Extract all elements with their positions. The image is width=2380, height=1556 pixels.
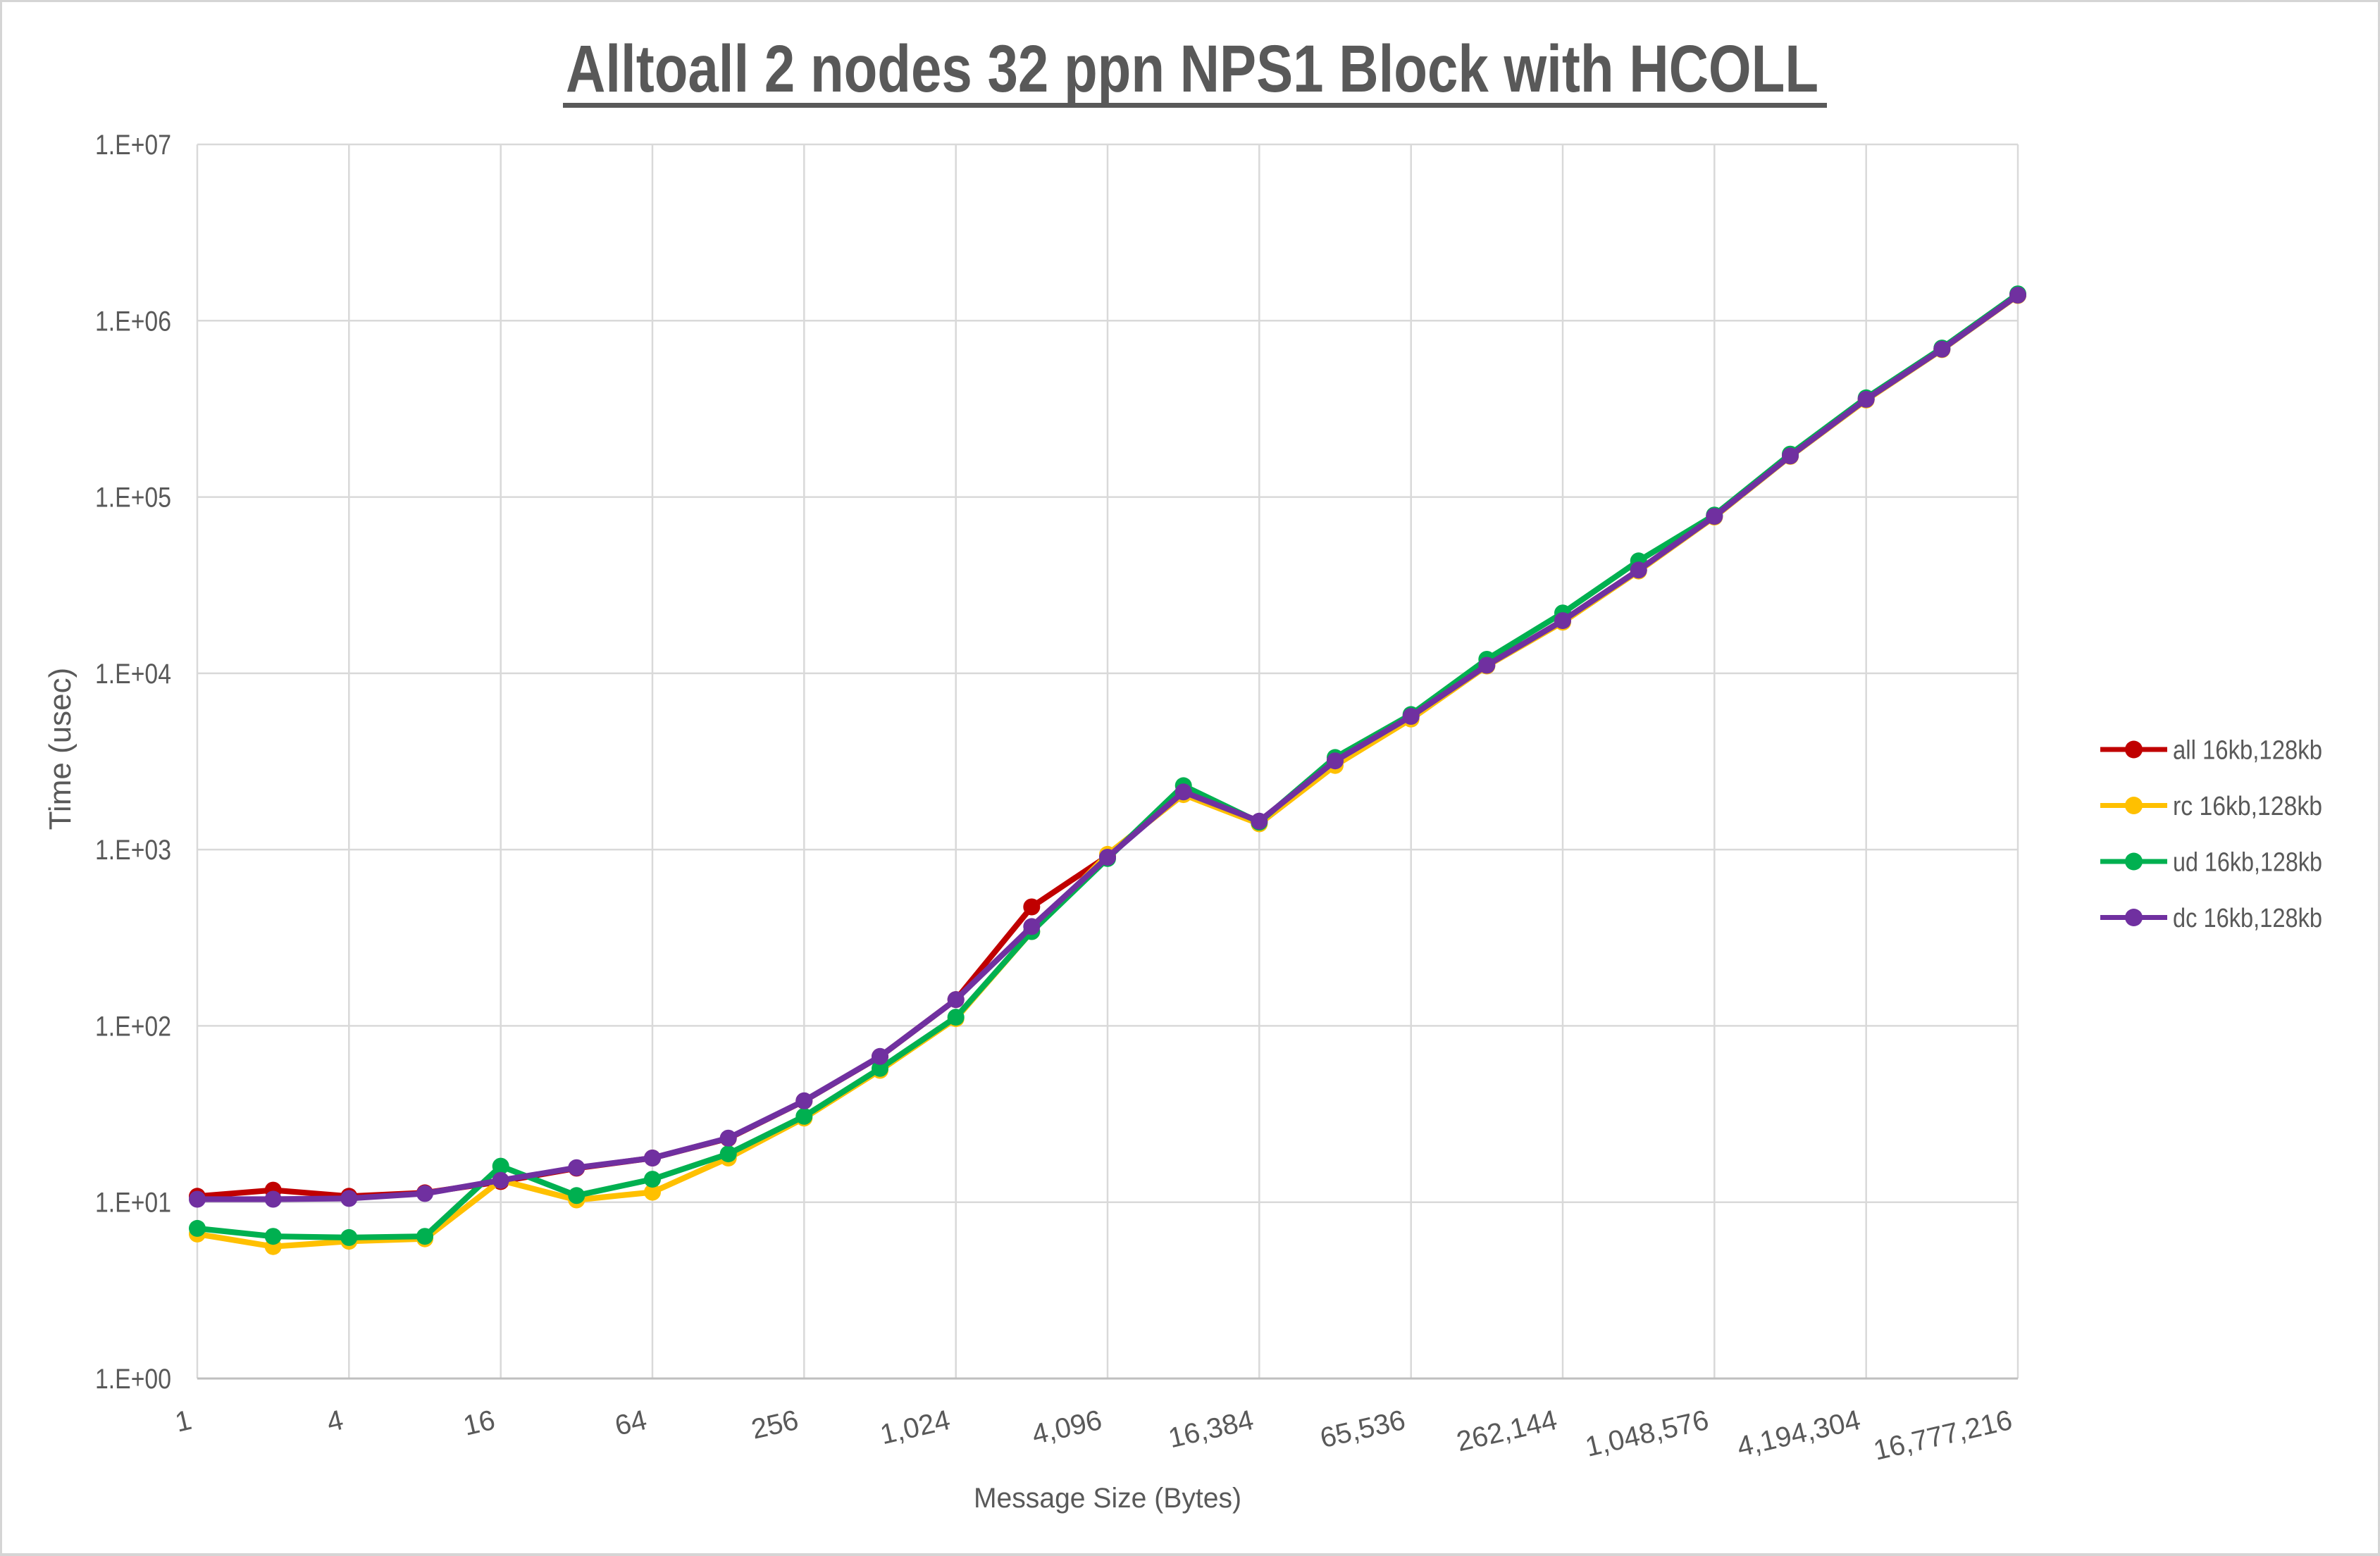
svg-text:Alltoall 2 nodes 32 ppn NPS1 B: Alltoall 2 nodes 32 ppn NPS1 Block with … xyxy=(566,32,1818,106)
svg-text:1.E+02: 1.E+02 xyxy=(95,1011,171,1042)
svg-text:Time (usec): Time (usec) xyxy=(43,668,78,830)
svg-text:1.E+07: 1.E+07 xyxy=(95,130,171,161)
svg-text:dc 16kb,128kb: dc 16kb,128kb xyxy=(2173,904,2322,933)
svg-text:16: 16 xyxy=(460,1405,497,1442)
svg-text:64: 64 xyxy=(612,1405,650,1442)
svg-text:1.E+00: 1.E+00 xyxy=(95,1364,171,1395)
svg-text:1.E+01: 1.E+01 xyxy=(95,1188,171,1219)
svg-text:1.E+04: 1.E+04 xyxy=(95,659,171,690)
svg-text:Message Size (Bytes): Message Size (Bytes) xyxy=(974,1483,1241,1514)
svg-text:ud 16kb,128kb: ud 16kb,128kb xyxy=(2173,848,2322,878)
svg-text:rc 16kb,128kb: rc 16kb,128kb xyxy=(2173,792,2322,821)
svg-text:1.E+03: 1.E+03 xyxy=(95,835,171,866)
svg-text:1.E+05: 1.E+05 xyxy=(95,483,171,514)
svg-text:all 16kb,128kb: all 16kb,128kb xyxy=(2173,736,2322,766)
svg-text:1.E+06: 1.E+06 xyxy=(95,306,171,337)
